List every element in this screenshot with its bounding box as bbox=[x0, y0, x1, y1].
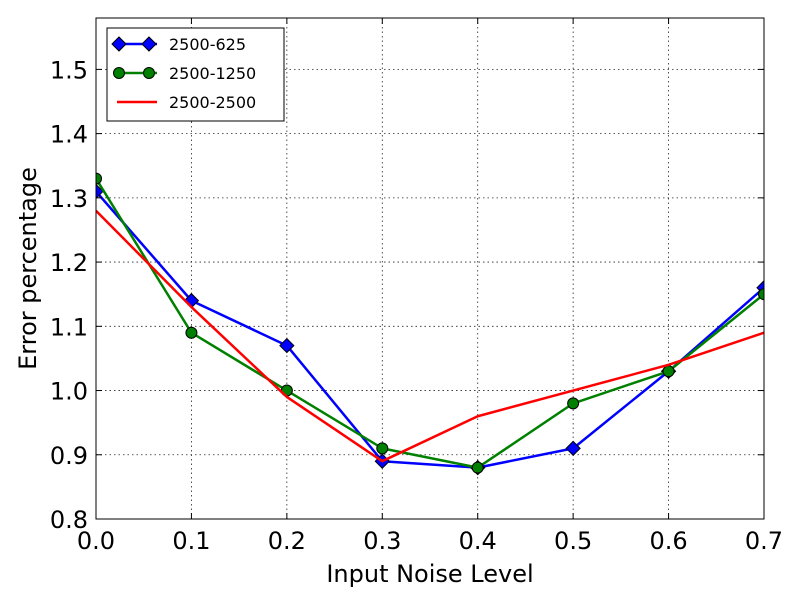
x-tick-label: 0.5 bbox=[554, 527, 592, 555]
data-point-2500-1250 bbox=[185, 326, 198, 339]
data-point-2500-625 bbox=[96, 183, 104, 200]
x-tick-label: 0.4 bbox=[459, 527, 497, 555]
legend-label-2500-625: 2500-625 bbox=[169, 35, 246, 54]
legend-marker-2500-1250 bbox=[113, 67, 125, 79]
y-tick-label: 1.2 bbox=[50, 249, 88, 277]
x-tick-label: 0.1 bbox=[172, 527, 210, 555]
x-tick-label: 0.3 bbox=[363, 527, 401, 555]
data-point-2500-625 bbox=[565, 440, 581, 457]
data-point-2500-1250 bbox=[567, 397, 580, 410]
y-tick-label: 1.4 bbox=[50, 121, 88, 149]
x-tick-label: 0.6 bbox=[649, 527, 687, 555]
data-point-2500-1250 bbox=[662, 365, 675, 378]
legend-item-2500-2500: 2500-2500 bbox=[117, 93, 256, 112]
series-line-2500-1250 bbox=[96, 177, 764, 469]
legend-marker-2500-625 bbox=[141, 36, 157, 52]
y-tick-label: 0.9 bbox=[50, 442, 88, 470]
x-tick-label: 0.2 bbox=[268, 527, 306, 555]
x-axis-label: Input Noise Level bbox=[326, 560, 533, 588]
y-tick-label: 1.3 bbox=[50, 185, 88, 213]
y-tick-label: 1.5 bbox=[50, 56, 88, 84]
legend-marker-2500-1250 bbox=[143, 67, 155, 79]
data-point-2500-1250 bbox=[471, 461, 484, 474]
data-point-2500-1250 bbox=[758, 288, 764, 301]
axis-ticks: 0.0 0.1 0.2 0.3 0.4 0.5 0.6 0.7 0.8 0.9 1.0 1.1 1.2 1… bbox=[50, 18, 783, 555]
series-area bbox=[96, 172, 764, 476]
data-point-2500-1250 bbox=[96, 172, 102, 185]
legend-label-2500-2500: 2500-2500 bbox=[169, 93, 256, 112]
data-point-2500-625 bbox=[279, 337, 295, 354]
legend-label-2500-1250: 2500-1250 bbox=[169, 64, 256, 83]
y-tick-label: 1.0 bbox=[50, 378, 88, 406]
legend-item-2500-625: 2500-625 bbox=[111, 35, 246, 54]
plot-frame bbox=[95, 17, 765, 520]
x-tick-label: 0.7 bbox=[745, 527, 783, 555]
legend: 2500-625 2500-1250 2500-2500 bbox=[106, 27, 285, 122]
series-2500-1250 bbox=[96, 172, 764, 474]
series-2500-2500 bbox=[96, 209, 764, 463]
y-tick-label: 0.8 bbox=[50, 506, 88, 534]
y-axis-label: Error percentage bbox=[14, 167, 42, 370]
data-point-2500-1250 bbox=[376, 442, 389, 455]
legend-item-2500-1250: 2500-1250 bbox=[113, 64, 256, 83]
x-tick-label: 0.0 bbox=[77, 527, 115, 555]
series-line-2500-2500 bbox=[96, 209, 764, 463]
legend-marker-2500-625 bbox=[111, 36, 127, 52]
series-line-2500-625 bbox=[96, 190, 764, 469]
y-tick-label: 1.1 bbox=[50, 313, 88, 341]
